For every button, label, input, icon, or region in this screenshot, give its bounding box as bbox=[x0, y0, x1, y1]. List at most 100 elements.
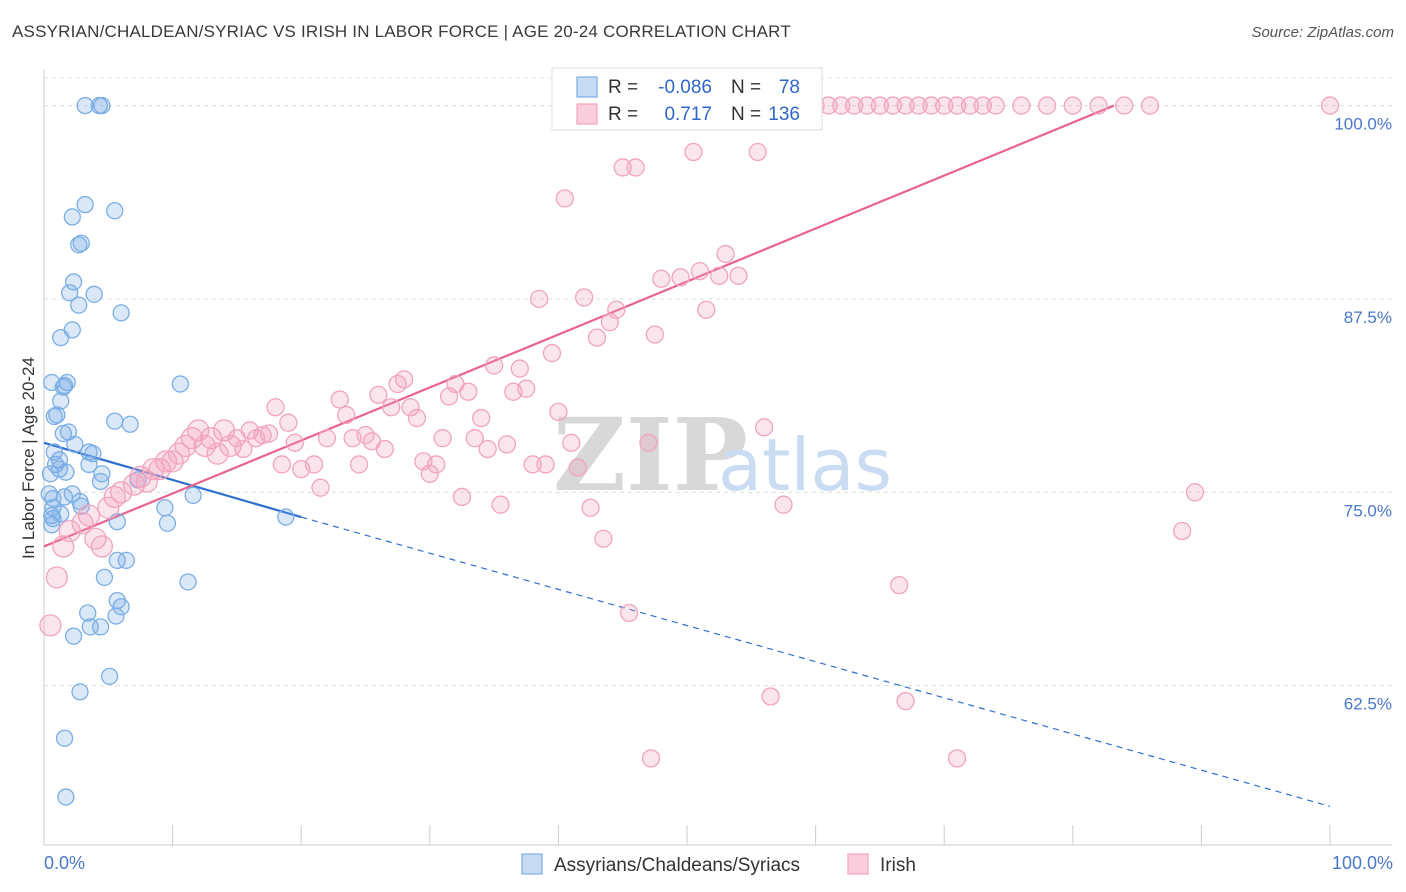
point-irish bbox=[1012, 96, 1031, 115]
point-irish bbox=[382, 398, 401, 417]
point-assyrian bbox=[43, 506, 61, 525]
point-irish bbox=[523, 455, 542, 474]
point-assyrian bbox=[55, 729, 74, 747]
point-irish bbox=[960, 96, 980, 115]
legend-r-value-2: 0.717 bbox=[664, 104, 712, 125]
point-irish bbox=[349, 455, 369, 474]
point-irish bbox=[883, 96, 902, 115]
point-assyrian bbox=[64, 273, 83, 291]
point-assyrian bbox=[79, 604, 97, 622]
point-assyrian bbox=[45, 407, 63, 426]
point-irish bbox=[641, 749, 661, 768]
point-irish bbox=[947, 96, 967, 115]
point-irish bbox=[420, 464, 439, 483]
point-assyrian bbox=[80, 455, 98, 474]
x-tick-label-min: 0.0% bbox=[44, 853, 85, 873]
bottom-legend-swatch-assyrian bbox=[521, 853, 543, 875]
point-irish bbox=[1185, 483, 1205, 502]
point-irish bbox=[330, 390, 349, 409]
trend-line-assyrian bbox=[43, 441, 302, 519]
y-tick-label: 87.5% bbox=[1344, 308, 1392, 327]
legend-n-label-1: N = bbox=[731, 77, 761, 98]
point-irish bbox=[774, 495, 793, 514]
point-irish bbox=[594, 529, 613, 548]
point-irish bbox=[317, 429, 337, 448]
legend-swatch-irish bbox=[576, 103, 598, 125]
point-irish bbox=[729, 266, 748, 285]
point-assyrian bbox=[70, 296, 88, 314]
point-assyrian bbox=[52, 392, 70, 410]
point-assyrian bbox=[52, 328, 70, 347]
point-irish bbox=[922, 96, 941, 115]
legend-n-label-2: N = bbox=[731, 104, 761, 125]
legend-r-value-1: -0.086 bbox=[658, 77, 712, 98]
point-assyrian bbox=[61, 284, 79, 302]
legend-box: R = -0.086 N = 78 R = 0.717 N = 136 bbox=[551, 67, 823, 131]
point-irish bbox=[536, 455, 555, 474]
point-assyrian bbox=[171, 375, 189, 393]
point-irish bbox=[259, 424, 279, 443]
point-assyrian bbox=[54, 378, 72, 396]
bottom-legend-label-assyrian: Assyrians/Chaldeans/Syriacs bbox=[554, 855, 800, 876]
point-irish bbox=[155, 450, 178, 473]
point-irish bbox=[272, 455, 292, 474]
watermark-atlas: atlas bbox=[718, 423, 892, 507]
point-assyrian bbox=[44, 489, 62, 508]
point-assyrian bbox=[76, 96, 94, 115]
point-assyrian bbox=[64, 627, 83, 645]
point-assyrian bbox=[70, 236, 88, 254]
point-assyrian bbox=[63, 208, 81, 226]
watermark: ZIP atlas bbox=[553, 396, 892, 514]
point-irish bbox=[304, 455, 324, 474]
bottom-legend-label-irish: Irish bbox=[880, 855, 916, 876]
point-assyrian bbox=[277, 508, 295, 526]
point-irish bbox=[452, 487, 472, 507]
point-assyrian bbox=[108, 551, 126, 570]
point-irish bbox=[684, 142, 703, 162]
y-tick-label: 75.0% bbox=[1344, 501, 1392, 520]
point-irish bbox=[947, 749, 967, 768]
point-irish bbox=[90, 535, 114, 558]
point-irish bbox=[716, 244, 735, 264]
point-assyrian bbox=[76, 195, 94, 214]
legend-r-label-2: R = bbox=[608, 104, 638, 125]
point-irish bbox=[311, 478, 330, 497]
point-irish bbox=[497, 435, 517, 454]
y-tick-label: 62.5% bbox=[1344, 695, 1392, 714]
point-assyrian bbox=[84, 444, 102, 463]
point-assyrian bbox=[43, 516, 61, 534]
point-irish bbox=[459, 382, 478, 401]
bottom-legend: Assyrians/Chaldeans/Syriacs Irish bbox=[521, 853, 916, 876]
point-assyrian bbox=[107, 607, 125, 625]
point-irish bbox=[935, 96, 954, 115]
point-assyrian bbox=[91, 472, 110, 491]
point-assyrian bbox=[41, 465, 60, 483]
y-axis-label: In Labor Force | Age 20-24 bbox=[19, 357, 38, 559]
point-assyrian bbox=[57, 463, 75, 481]
point-irish bbox=[909, 96, 928, 115]
point-irish bbox=[1089, 96, 1108, 115]
point-irish bbox=[1140, 96, 1160, 115]
point-irish bbox=[58, 519, 81, 543]
point-irish bbox=[279, 413, 298, 432]
point-irish bbox=[1063, 96, 1082, 115]
point-irish bbox=[45, 566, 69, 589]
point-irish bbox=[97, 496, 120, 519]
point-irish bbox=[285, 433, 304, 452]
point-irish bbox=[110, 481, 133, 504]
point-irish bbox=[896, 691, 915, 711]
point-irish bbox=[510, 359, 529, 378]
watermark-zip: ZIP bbox=[553, 396, 748, 514]
point-irish bbox=[142, 457, 165, 481]
point-irish bbox=[401, 398, 420, 417]
legend-swatch-assyrian bbox=[576, 76, 598, 98]
point-assyrian bbox=[121, 415, 139, 433]
point-irish bbox=[1037, 96, 1057, 115]
legend-r-label-1: R = bbox=[608, 77, 638, 98]
point-assyrian bbox=[93, 96, 111, 115]
point-irish bbox=[478, 439, 497, 459]
point-irish bbox=[472, 408, 491, 428]
point-irish bbox=[337, 405, 356, 425]
point-irish bbox=[369, 385, 388, 405]
